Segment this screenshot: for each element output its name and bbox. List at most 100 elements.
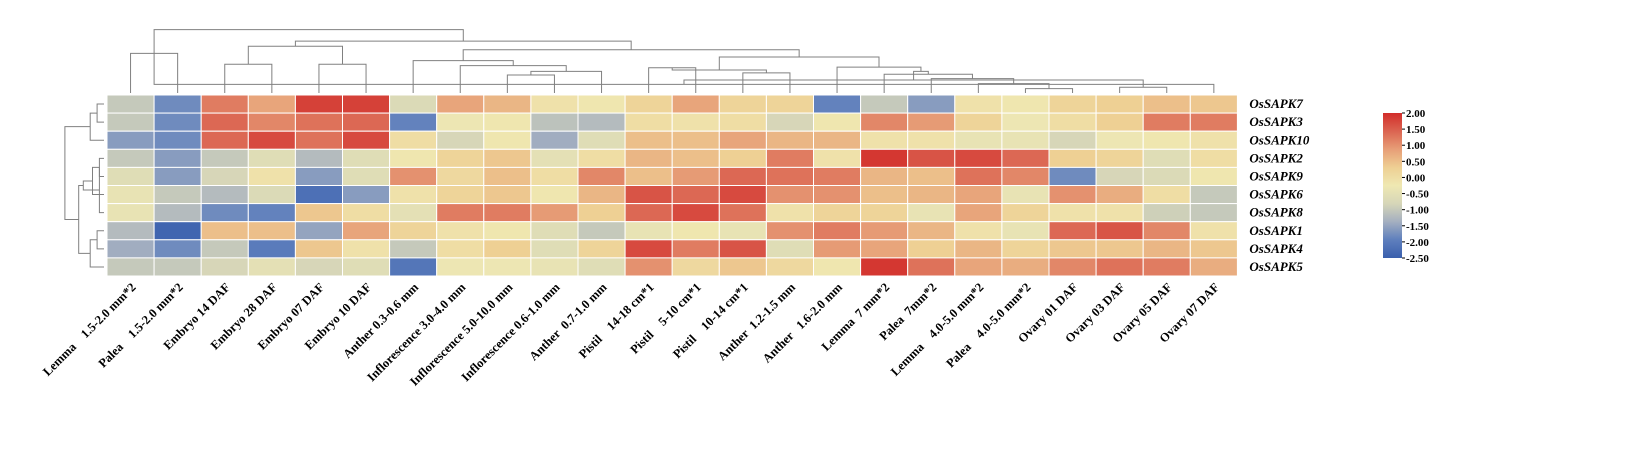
heatmap-cell bbox=[907, 148, 956, 168]
heatmap-cell bbox=[342, 130, 391, 150]
heatmap-cell bbox=[106, 112, 155, 132]
heatmap-cell bbox=[1095, 221, 1144, 241]
heatmap-cell bbox=[389, 130, 438, 150]
heatmap-cell bbox=[247, 94, 296, 114]
heatmap-cell bbox=[1095, 130, 1144, 150]
dendrogram-branch bbox=[294, 40, 632, 50]
heatmap-cell bbox=[765, 130, 815, 150]
heatmap-cell bbox=[530, 221, 579, 241]
heatmap-cell bbox=[436, 239, 485, 259]
legend-tick-label: -2.50 bbox=[1406, 253, 1429, 265]
dendrogram-branch bbox=[224, 63, 273, 93]
heatmap-cell bbox=[1001, 185, 1050, 205]
heatmap-cell bbox=[294, 148, 343, 168]
heatmap-cell bbox=[436, 257, 485, 277]
heatmap-cell bbox=[1189, 257, 1238, 277]
heatmap-cell bbox=[1095, 166, 1144, 186]
heatmap-cell bbox=[1189, 94, 1238, 114]
heatmap-cell bbox=[718, 203, 767, 223]
heatmap-cell bbox=[1048, 239, 1097, 259]
heatmap-cell bbox=[153, 185, 202, 205]
heatmap-cell bbox=[1048, 203, 1097, 223]
legend-tick-label: -1.00 bbox=[1406, 205, 1429, 217]
row-dendrogram bbox=[64, 103, 104, 268]
heatmap-cell bbox=[1048, 221, 1097, 241]
heatmap-cell bbox=[1189, 221, 1238, 241]
heatmap-cell bbox=[530, 203, 579, 223]
row-label: OsSAPK4 bbox=[1249, 241, 1303, 256]
heatmap-cell bbox=[389, 185, 438, 205]
heatmap-cell bbox=[671, 112, 720, 132]
heatmap-cell bbox=[1001, 112, 1050, 132]
heatmap-cell bbox=[294, 221, 343, 241]
heatmap-cell bbox=[200, 185, 249, 205]
heatmap-cell bbox=[436, 203, 485, 223]
heatmap-cell bbox=[671, 185, 720, 205]
dendrogram-branch bbox=[742, 72, 791, 93]
heatmap-cell bbox=[530, 185, 579, 205]
heatmap-cell bbox=[954, 130, 1003, 150]
heatmap-cell bbox=[294, 130, 343, 150]
heatmap-cell bbox=[1095, 239, 1144, 259]
heatmap-cell bbox=[624, 94, 673, 114]
heatmap-cell bbox=[1189, 148, 1238, 168]
heatmap-cell bbox=[765, 257, 815, 277]
heatmap-cell bbox=[671, 257, 720, 277]
heatmap-cell bbox=[765, 166, 815, 186]
heatmap-cell bbox=[1142, 221, 1191, 241]
heatmap-cell bbox=[389, 221, 438, 241]
heatmap-cell bbox=[1095, 112, 1144, 132]
heatmap-cell bbox=[1001, 257, 1050, 277]
heatmap-cell bbox=[153, 94, 202, 114]
column-label: Lemma 4.0-5.0 mm*2 bbox=[888, 280, 987, 379]
heatmap-cell bbox=[954, 185, 1003, 205]
heatmap-cell bbox=[1095, 94, 1144, 114]
dendrogram-branch bbox=[462, 49, 800, 61]
heatmap-cell bbox=[294, 94, 343, 114]
row-label: OsSAPK3 bbox=[1249, 114, 1303, 129]
heatmap-cell bbox=[671, 148, 720, 168]
heatmap-cell bbox=[106, 148, 155, 168]
heatmap-cell bbox=[1189, 112, 1238, 132]
heatmap-cell bbox=[389, 203, 438, 223]
heatmap-cell bbox=[1048, 257, 1097, 277]
heatmap-cell bbox=[907, 257, 956, 277]
heatmap-cell bbox=[153, 203, 202, 223]
legend-tick-label: -2.00 bbox=[1406, 237, 1429, 249]
heatmap-cell bbox=[671, 221, 720, 241]
heatmap-cell bbox=[671, 94, 720, 114]
dendrogram-branch bbox=[459, 65, 567, 93]
heatmap-cell bbox=[200, 203, 249, 223]
heatmap-cell bbox=[200, 148, 249, 168]
heatmap-cell bbox=[765, 203, 815, 223]
heatmap-cell bbox=[577, 203, 626, 223]
heatmap-cell bbox=[1095, 203, 1144, 223]
heatmap-cell bbox=[954, 239, 1003, 259]
heatmap-cell bbox=[389, 94, 438, 114]
heatmap-cell bbox=[1001, 148, 1050, 168]
heatmap-cell bbox=[530, 257, 579, 277]
heatmap-cell bbox=[1095, 257, 1144, 277]
heatmap-cell bbox=[342, 112, 391, 132]
heatmap-cell bbox=[247, 239, 296, 259]
heatmap-cell bbox=[1001, 221, 1050, 241]
heatmap-cell bbox=[907, 130, 956, 150]
heatmap-cell bbox=[1001, 203, 1050, 223]
heatmap-cell bbox=[153, 239, 202, 259]
heatmap-cell bbox=[860, 94, 909, 114]
heatmap-cell bbox=[765, 221, 815, 241]
heatmap-cell bbox=[1142, 239, 1191, 259]
heatmap-cell bbox=[106, 94, 155, 114]
heatmap-cell bbox=[1095, 185, 1144, 205]
heatmap-cell bbox=[342, 257, 391, 277]
heatmap-cell bbox=[907, 94, 956, 114]
heatmap-cell bbox=[294, 203, 343, 223]
dendrogram-branch bbox=[883, 73, 973, 93]
heatmap-cell bbox=[624, 166, 673, 186]
heatmap-cell bbox=[718, 257, 767, 277]
heatmap-cell bbox=[1001, 166, 1050, 186]
legend-tick-label: -1.50 bbox=[1406, 221, 1429, 233]
heatmap-cell bbox=[106, 185, 155, 205]
heatmap-cell bbox=[624, 112, 673, 132]
heatmap-cell bbox=[342, 166, 391, 186]
